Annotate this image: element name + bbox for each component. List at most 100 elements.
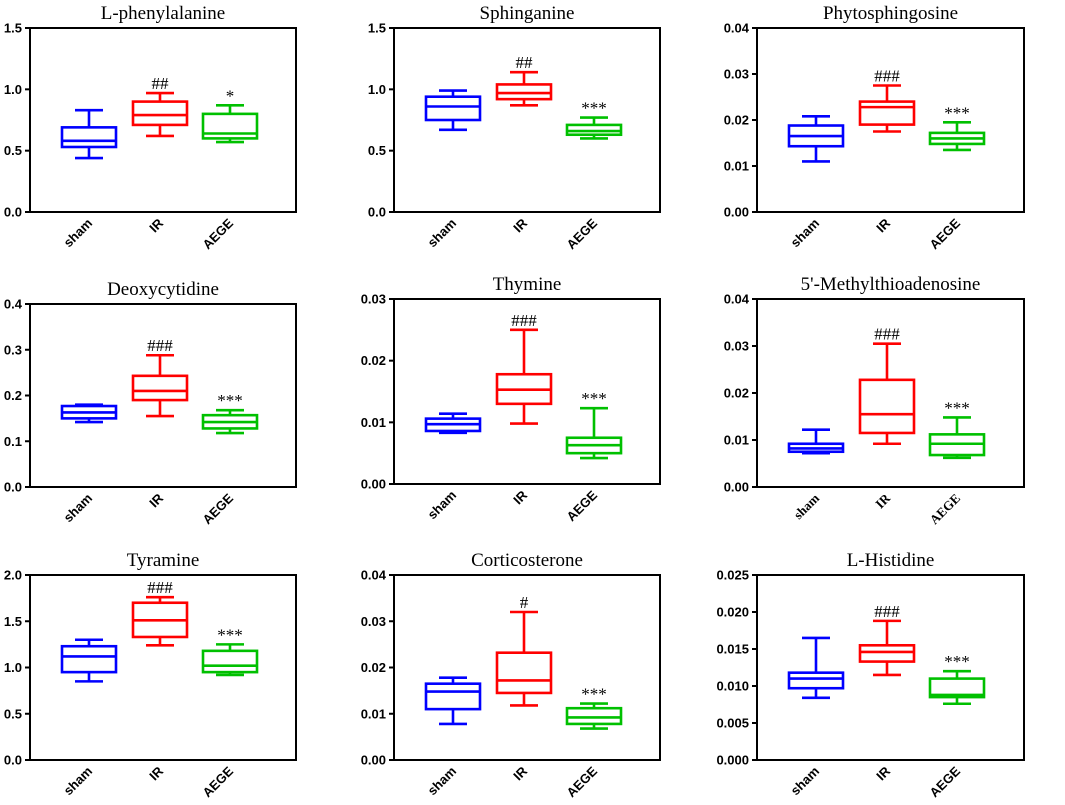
- box-IR: ### IR: [131, 578, 189, 783]
- y-tick-label: 0.5: [368, 143, 386, 158]
- category-label: sham: [787, 216, 822, 251]
- significance-mark: #: [520, 593, 529, 612]
- box-iqr: [131, 374, 189, 402]
- box-sham: sham: [787, 636, 845, 799]
- plot-frame: [29, 27, 297, 213]
- box-iqr: [131, 100, 189, 127]
- box-AEGE: *** AEGE: [563, 685, 623, 800]
- significance-mark: ###: [874, 67, 900, 86]
- significance-mark: ###: [874, 325, 900, 344]
- chart-title: 5'-Methylthioadenosine: [801, 274, 981, 295]
- box-sham: sham: [60, 108, 118, 251]
- category-label: sham: [424, 216, 459, 251]
- box-iqr: [565, 706, 623, 726]
- y-tick-label: 0.03: [724, 67, 749, 82]
- box-AEGE: *** AEGE: [199, 391, 259, 527]
- box-AEGE: *** AEGE: [926, 652, 986, 800]
- chart-panel-3: Phytosphingosine 0.00 0.01 0.02 0.03 0.04 sham…: [724, 3, 1025, 252]
- category-label: sham: [424, 764, 459, 799]
- box-iqr: [60, 644, 118, 674]
- box-iqr: [60, 126, 118, 149]
- y-tick-label: 1.0: [4, 82, 22, 97]
- y-tick-label: 2.0: [4, 568, 22, 583]
- chart-title: Deoxycytidine: [107, 279, 219, 300]
- category-label: sham: [60, 764, 95, 799]
- box-AEGE: *** AEGE: [926, 103, 986, 252]
- category-label: sham: [791, 490, 823, 522]
- y-tick-label: 0.00: [724, 205, 749, 220]
- significance-mark: ###: [511, 311, 537, 330]
- box-IR: # IR: [495, 593, 553, 783]
- y-tick-label: 0.015: [716, 642, 749, 657]
- y-tick-label: 0.2: [4, 388, 22, 403]
- chart-title: Thymine: [493, 274, 562, 295]
- y-tick-label: 0.3: [4, 342, 22, 357]
- chart-panel-5: Thymine 0.00 0.01 0.02 0.03 sham ### IR *** AEGE: [361, 274, 661, 524]
- box-iqr: [424, 682, 482, 711]
- box-iqr: [495, 651, 553, 695]
- y-tick-label: 0.010: [716, 679, 749, 694]
- significance-mark: ***: [581, 389, 607, 408]
- category-label: AEGE: [199, 763, 236, 800]
- significance-mark: ***: [944, 103, 970, 122]
- category-label: sham: [60, 216, 95, 251]
- category-label: AEGE: [563, 487, 600, 524]
- category-label: sham: [787, 764, 822, 799]
- box-iqr: [858, 378, 916, 435]
- box-AEGE: *** AEGE: [199, 625, 259, 800]
- box-iqr: [201, 112, 259, 140]
- y-tick-label: 1.5: [4, 614, 22, 629]
- box-AEGE: *** AEGE: [926, 398, 986, 528]
- chart-title: Tyramine: [127, 550, 200, 571]
- chart-panel-6: 5'-Methylthioadenosine 0.00 0.01 0.02 0.03 0.…: [724, 274, 1025, 528]
- significance-mark: ##: [516, 53, 534, 72]
- significance-mark: ***: [217, 625, 243, 644]
- box-iqr: [787, 671, 845, 690]
- box-IR: ## IR: [131, 74, 189, 235]
- y-tick-label: 0.03: [724, 339, 749, 354]
- box-IR: ### IR: [858, 67, 916, 235]
- y-tick-label: 0.00: [361, 753, 386, 768]
- y-tick-label: 1.5: [368, 21, 386, 36]
- significance-mark: ***: [944, 398, 970, 417]
- chart-panel-7: Tyramine 0.0 0.5 1.0 1.5 2.0 sham ### IR *** AEGE: [4, 550, 297, 800]
- chart-title: Corticosterone: [471, 550, 583, 571]
- box-sham: sham: [787, 428, 845, 522]
- y-tick-label: 1.5: [4, 21, 22, 36]
- y-tick-label: 0.02: [724, 386, 749, 401]
- category-label: AEGE: [926, 491, 963, 528]
- box-sham: sham: [60, 403, 118, 525]
- box-IR: ### IR: [858, 602, 916, 783]
- significance-mark: ***: [944, 652, 970, 671]
- box-sham: sham: [424, 676, 482, 799]
- box-sham: sham: [787, 115, 845, 251]
- significance-mark: ##: [152, 74, 170, 93]
- chart-title: Sphinganine: [480, 3, 575, 24]
- y-tick-label: 0.0: [4, 753, 22, 768]
- box-AEGE: * AEGE: [199, 86, 259, 252]
- plot-frame: [756, 574, 1025, 761]
- y-tick-label: 0.000: [716, 753, 749, 768]
- box-IR: ### IR: [495, 311, 553, 507]
- box-IR: ### IR: [131, 336, 189, 510]
- y-tick-label: 0.020: [716, 605, 749, 620]
- category-label: IR: [146, 215, 166, 235]
- significance-mark: ***: [217, 391, 243, 410]
- y-tick-label: 0.0: [4, 480, 22, 495]
- y-tick-label: 0.00: [724, 480, 749, 495]
- significance-mark: ###: [874, 602, 900, 621]
- y-tick-label: 0.01: [724, 159, 749, 174]
- box-iqr: [201, 649, 259, 674]
- y-tick-label: 0.03: [361, 614, 386, 629]
- plot-frame: [393, 27, 661, 213]
- significance-mark: ###: [147, 336, 173, 355]
- category-label: IR: [510, 763, 530, 783]
- y-tick-label: 0.025: [716, 568, 749, 583]
- category-label: AEGE: [199, 490, 236, 527]
- plot-frame: [393, 298, 661, 485]
- significance-mark: *: [226, 86, 235, 105]
- category-label: IR: [872, 490, 893, 511]
- category-label: sham: [424, 488, 459, 523]
- chart-panel-2: Sphinganine 0.0 0.5 1.0 1.5 sham ## IR *** AEGE: [368, 3, 661, 252]
